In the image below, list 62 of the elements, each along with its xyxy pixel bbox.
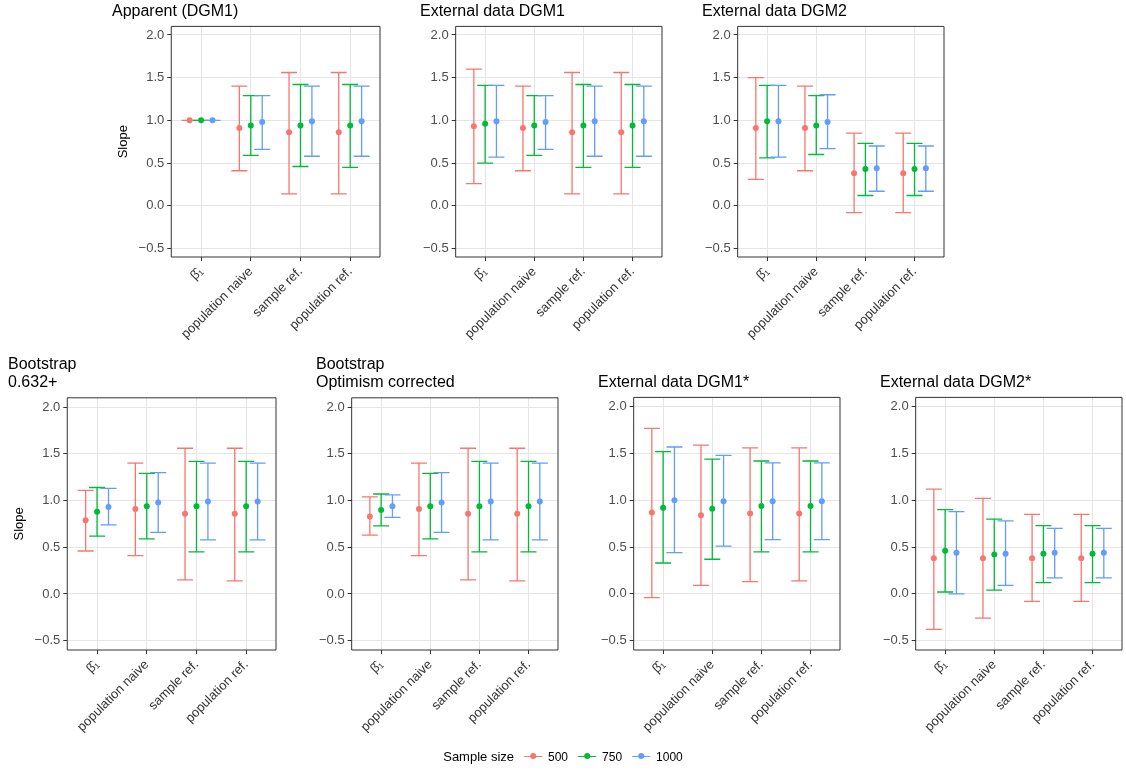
y-tick-label: −0.5 bbox=[318, 632, 345, 648]
y-tick-label: 2.0 bbox=[890, 398, 909, 414]
y-tick-label: 0.0 bbox=[608, 585, 627, 601]
y-tick-label: 0.5 bbox=[146, 154, 165, 170]
y-tick-label: 0.0 bbox=[430, 197, 449, 213]
chart-title: External data DGM2* bbox=[880, 372, 1032, 390]
y-tick-label: −0.5 bbox=[882, 632, 909, 648]
y-tick-label: 0.0 bbox=[146, 197, 165, 213]
chart-title: External data DGM1 bbox=[420, 1, 566, 19]
y-tick-label: 2.0 bbox=[42, 398, 61, 414]
y-tick-label: −0.5 bbox=[34, 632, 61, 648]
x-tick-label: β̂₁ bbox=[930, 656, 951, 676]
y-tick-label: 0.5 bbox=[42, 538, 61, 554]
y-axis-title: Slope bbox=[11, 507, 27, 541]
y-tick-label: 0.5 bbox=[608, 538, 627, 554]
y-tick-label: −0.5 bbox=[704, 240, 731, 256]
y-tick-label: −0.5 bbox=[600, 632, 627, 648]
chart-title: Apparent (DGM1) bbox=[112, 1, 239, 19]
chart-title: External data DGM1* bbox=[598, 372, 750, 390]
y-tick-label: 1.5 bbox=[890, 445, 909, 461]
y-tick-label: 0.5 bbox=[430, 154, 449, 170]
y-tick-label: 0.5 bbox=[890, 538, 909, 554]
y-tick-label: 1.5 bbox=[146, 69, 165, 85]
x-tick-label: β̂₁ bbox=[648, 656, 669, 676]
y-tick-label: 1.0 bbox=[608, 491, 627, 507]
x-tick-label: β̂₁ bbox=[752, 263, 773, 283]
y-tick-label: 0.0 bbox=[890, 585, 909, 601]
y-tick-label: 1.0 bbox=[146, 111, 165, 127]
chart-title: Bootstrap Optimism corrected bbox=[316, 354, 455, 391]
y-tick-label: 0.5 bbox=[326, 538, 345, 554]
x-tick-label: β̂₁ bbox=[366, 656, 387, 676]
legend-label: 1000 bbox=[656, 749, 683, 764]
y-tick-label: 2.0 bbox=[430, 26, 449, 42]
y-tick-label: 0.5 bbox=[712, 154, 731, 170]
y-tick-label: −0.5 bbox=[138, 240, 165, 256]
y-tick-label: 1.0 bbox=[890, 491, 909, 507]
y-tick-label: 0.0 bbox=[326, 585, 345, 601]
y-tick-label: 1.5 bbox=[608, 445, 627, 461]
y-tick-label: 1.0 bbox=[430, 111, 449, 127]
y-tick-label: 0.0 bbox=[712, 197, 731, 213]
legend-title: Sample size bbox=[443, 749, 515, 764]
y-axis-title: Slope bbox=[115, 125, 131, 159]
y-tick-label: 2.0 bbox=[712, 26, 731, 42]
y-tick-label: 2.0 bbox=[326, 398, 345, 414]
y-tick-label: 2.0 bbox=[608, 398, 627, 414]
chart-title: Bootstrap 0.632+ bbox=[8, 354, 77, 391]
y-tick-label: 1.0 bbox=[326, 492, 345, 508]
y-tick-label: 1.5 bbox=[42, 445, 61, 461]
y-tick-label: 0.0 bbox=[42, 585, 61, 601]
x-tick-label: β̂₁ bbox=[82, 656, 103, 676]
x-tick-label: β̂₁ bbox=[470, 263, 491, 283]
legend-label: 750 bbox=[602, 749, 623, 764]
legend-label: 500 bbox=[548, 749, 569, 764]
y-tick-label: 1.0 bbox=[712, 111, 731, 127]
y-tick-label: 1.5 bbox=[326, 445, 345, 461]
y-tick-label: 1.0 bbox=[42, 492, 61, 508]
y-tick-label: 1.5 bbox=[712, 69, 731, 85]
x-tick-label: β̂₁ bbox=[186, 263, 207, 283]
y-tick-label: 2.0 bbox=[146, 26, 165, 42]
y-tick-label: 1.5 bbox=[430, 69, 449, 85]
chart-title: External data DGM2 bbox=[702, 1, 848, 19]
y-tick-label: −0.5 bbox=[422, 240, 449, 256]
